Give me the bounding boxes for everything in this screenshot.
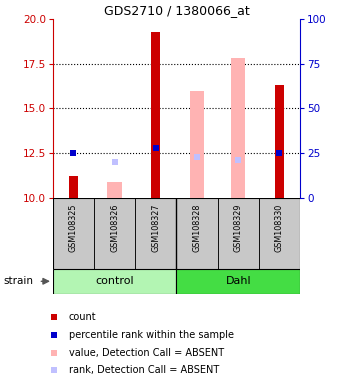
Bar <box>218 198 259 269</box>
Bar <box>94 198 135 269</box>
Title: GDS2710 / 1380066_at: GDS2710 / 1380066_at <box>104 3 249 17</box>
Text: percentile rank within the sample: percentile rank within the sample <box>69 330 234 340</box>
Bar <box>231 58 246 198</box>
Bar <box>177 198 218 269</box>
Text: GSM108330: GSM108330 <box>275 204 284 252</box>
Bar <box>177 269 300 294</box>
Text: strain: strain <box>3 276 33 286</box>
Text: GSM108325: GSM108325 <box>69 204 78 252</box>
Text: Dahl: Dahl <box>225 276 251 286</box>
Text: GSM108329: GSM108329 <box>234 204 243 252</box>
Bar <box>259 198 300 269</box>
Text: GSM108326: GSM108326 <box>110 204 119 252</box>
Text: rank, Detection Call = ABSENT: rank, Detection Call = ABSENT <box>69 365 219 375</box>
Bar <box>151 32 160 198</box>
Text: GSM108328: GSM108328 <box>193 204 202 252</box>
Bar <box>53 198 94 269</box>
Bar <box>53 269 177 294</box>
Text: GSM108327: GSM108327 <box>151 204 160 252</box>
Text: count: count <box>69 312 97 322</box>
Text: control: control <box>95 276 134 286</box>
Bar <box>135 198 177 269</box>
Bar <box>107 182 122 198</box>
Bar <box>69 176 78 198</box>
Text: value, Detection Call = ABSENT: value, Detection Call = ABSENT <box>69 348 224 358</box>
Bar <box>190 91 204 198</box>
Bar <box>275 85 284 198</box>
